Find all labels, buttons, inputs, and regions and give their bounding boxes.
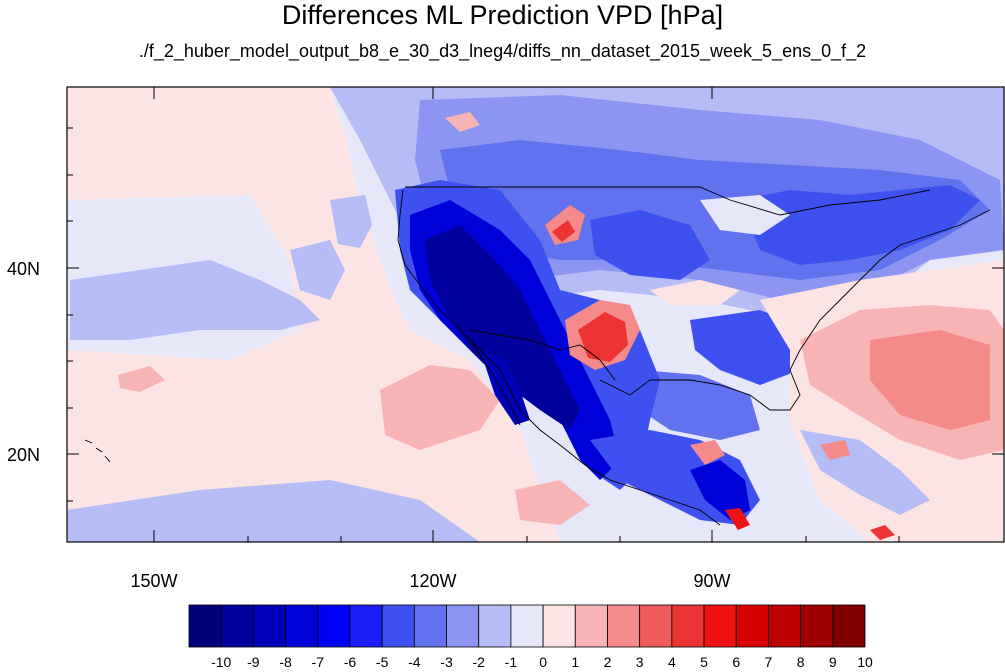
pacific-pink-blob-1 (380, 365, 500, 450)
colorbar-swatch (478, 604, 512, 648)
central-america-red (725, 508, 750, 530)
west-coast-line (397, 189, 721, 526)
baja-coast-line (469, 339, 521, 426)
colorbar-swatch (188, 604, 222, 648)
colorbar-swatch (252, 604, 286, 648)
colorbar-swatch (703, 604, 737, 648)
colorbar-label: -5 (376, 654, 389, 670)
us-mexico-border (469, 329, 616, 381)
hawaii-outline (84, 439, 111, 463)
colorbar-swatch (671, 604, 705, 648)
pacific-blue-patch-4 (67, 480, 480, 542)
colorbar-label: -2 (472, 654, 485, 670)
map-subtitle: ./f_2_huber_model_output_b8_e_30_d3_lneg… (138, 41, 867, 61)
colorbar-swatch (413, 604, 447, 648)
map-title: Differences ML Prediction VPD [hPa] (281, 0, 724, 30)
colorbar-label: 0 (539, 654, 547, 670)
colorbar-swatch (381, 604, 415, 648)
lat-label-40n: 40N (7, 259, 40, 279)
colorbar-label: -9 (247, 654, 260, 670)
colorbar-swatch (574, 604, 608, 648)
colorbar-label: -7 (312, 654, 325, 670)
pacific-pink-blob-2 (118, 366, 165, 392)
baja-dark-blue (480, 350, 530, 425)
colorbar-label: 9 (829, 654, 837, 670)
lon-label-90w: 90W (693, 571, 730, 591)
pacific-pink-blob-3 (515, 480, 590, 525)
central-america-dark (690, 460, 750, 520)
us-canada-border (405, 186, 931, 216)
colorbar: -10 -9 -8 -7 -6 -5 -4 -3 -2 -1 0 1 2 3 4 5 6 7 8 9 10 (188, 604, 873, 670)
gulf-coast-line (599, 349, 801, 411)
colorbar-swatch (607, 604, 641, 648)
colorbar-swatch (510, 604, 544, 648)
axis-ticks (67, 87, 1004, 542)
colorbar-swatch (735, 604, 769, 648)
pacific-blue-patch-2 (290, 240, 345, 300)
lat-label-20n: 20N (7, 445, 40, 465)
colorbar-label: 5 (700, 654, 708, 670)
colorbar-swatch (832, 604, 866, 648)
colorbar-swatch (800, 604, 834, 648)
vpd-difference-field (67, 87, 1004, 542)
colorbar-label: 3 (636, 654, 644, 670)
colorbar-label: -1 (505, 654, 518, 670)
great-lakes-white (700, 195, 790, 235)
west-darkest-blue (425, 225, 580, 430)
coastlines (84, 186, 991, 526)
atlantic-pink-blob (820, 440, 850, 460)
colorbar-label: -3 (440, 654, 453, 670)
colorbar-label: 4 (668, 654, 676, 670)
texas-red (578, 312, 628, 362)
north-pink-blob (445, 112, 480, 132)
colorbar-label: 10 (857, 654, 873, 670)
midwest-pink (650, 280, 740, 305)
atlantic-red-blob (870, 525, 895, 540)
colorbar-swatch (542, 604, 576, 648)
colorbar-label: -8 (279, 654, 292, 670)
east-coast-line (799, 209, 991, 351)
us-north-deep-blue (590, 185, 980, 280)
colorbar-swatch (349, 604, 383, 648)
colorbar-label: 1 (571, 654, 579, 670)
mexico-pink-streak (690, 440, 725, 465)
lon-label-150w: 150W (130, 571, 177, 591)
colorbar-swatch (768, 604, 802, 648)
colorbar-swatch (639, 604, 673, 648)
colorbar-label: 6 (732, 654, 740, 670)
colorbar-swatch (446, 604, 480, 648)
colorbar-swatch (220, 604, 254, 648)
pacific-blue-patch-1 (70, 260, 320, 340)
colorbar-label: 8 (797, 654, 805, 670)
lon-label-120w: 120W (409, 571, 456, 591)
colorbar-label: 7 (765, 654, 773, 670)
colorbar-swatch (317, 604, 351, 648)
pacific-blue-patch-3 (330, 195, 372, 248)
colorbar-swatch (285, 604, 319, 648)
atlantic-pink-core (870, 330, 990, 430)
colorado-red (552, 220, 575, 242)
gulf-blue (640, 370, 760, 440)
colorbar-label: -10 (211, 654, 231, 670)
colorbar-label: -4 (408, 654, 421, 670)
colorbar-label: 2 (604, 654, 612, 670)
colorbar-label: -6 (344, 654, 357, 670)
